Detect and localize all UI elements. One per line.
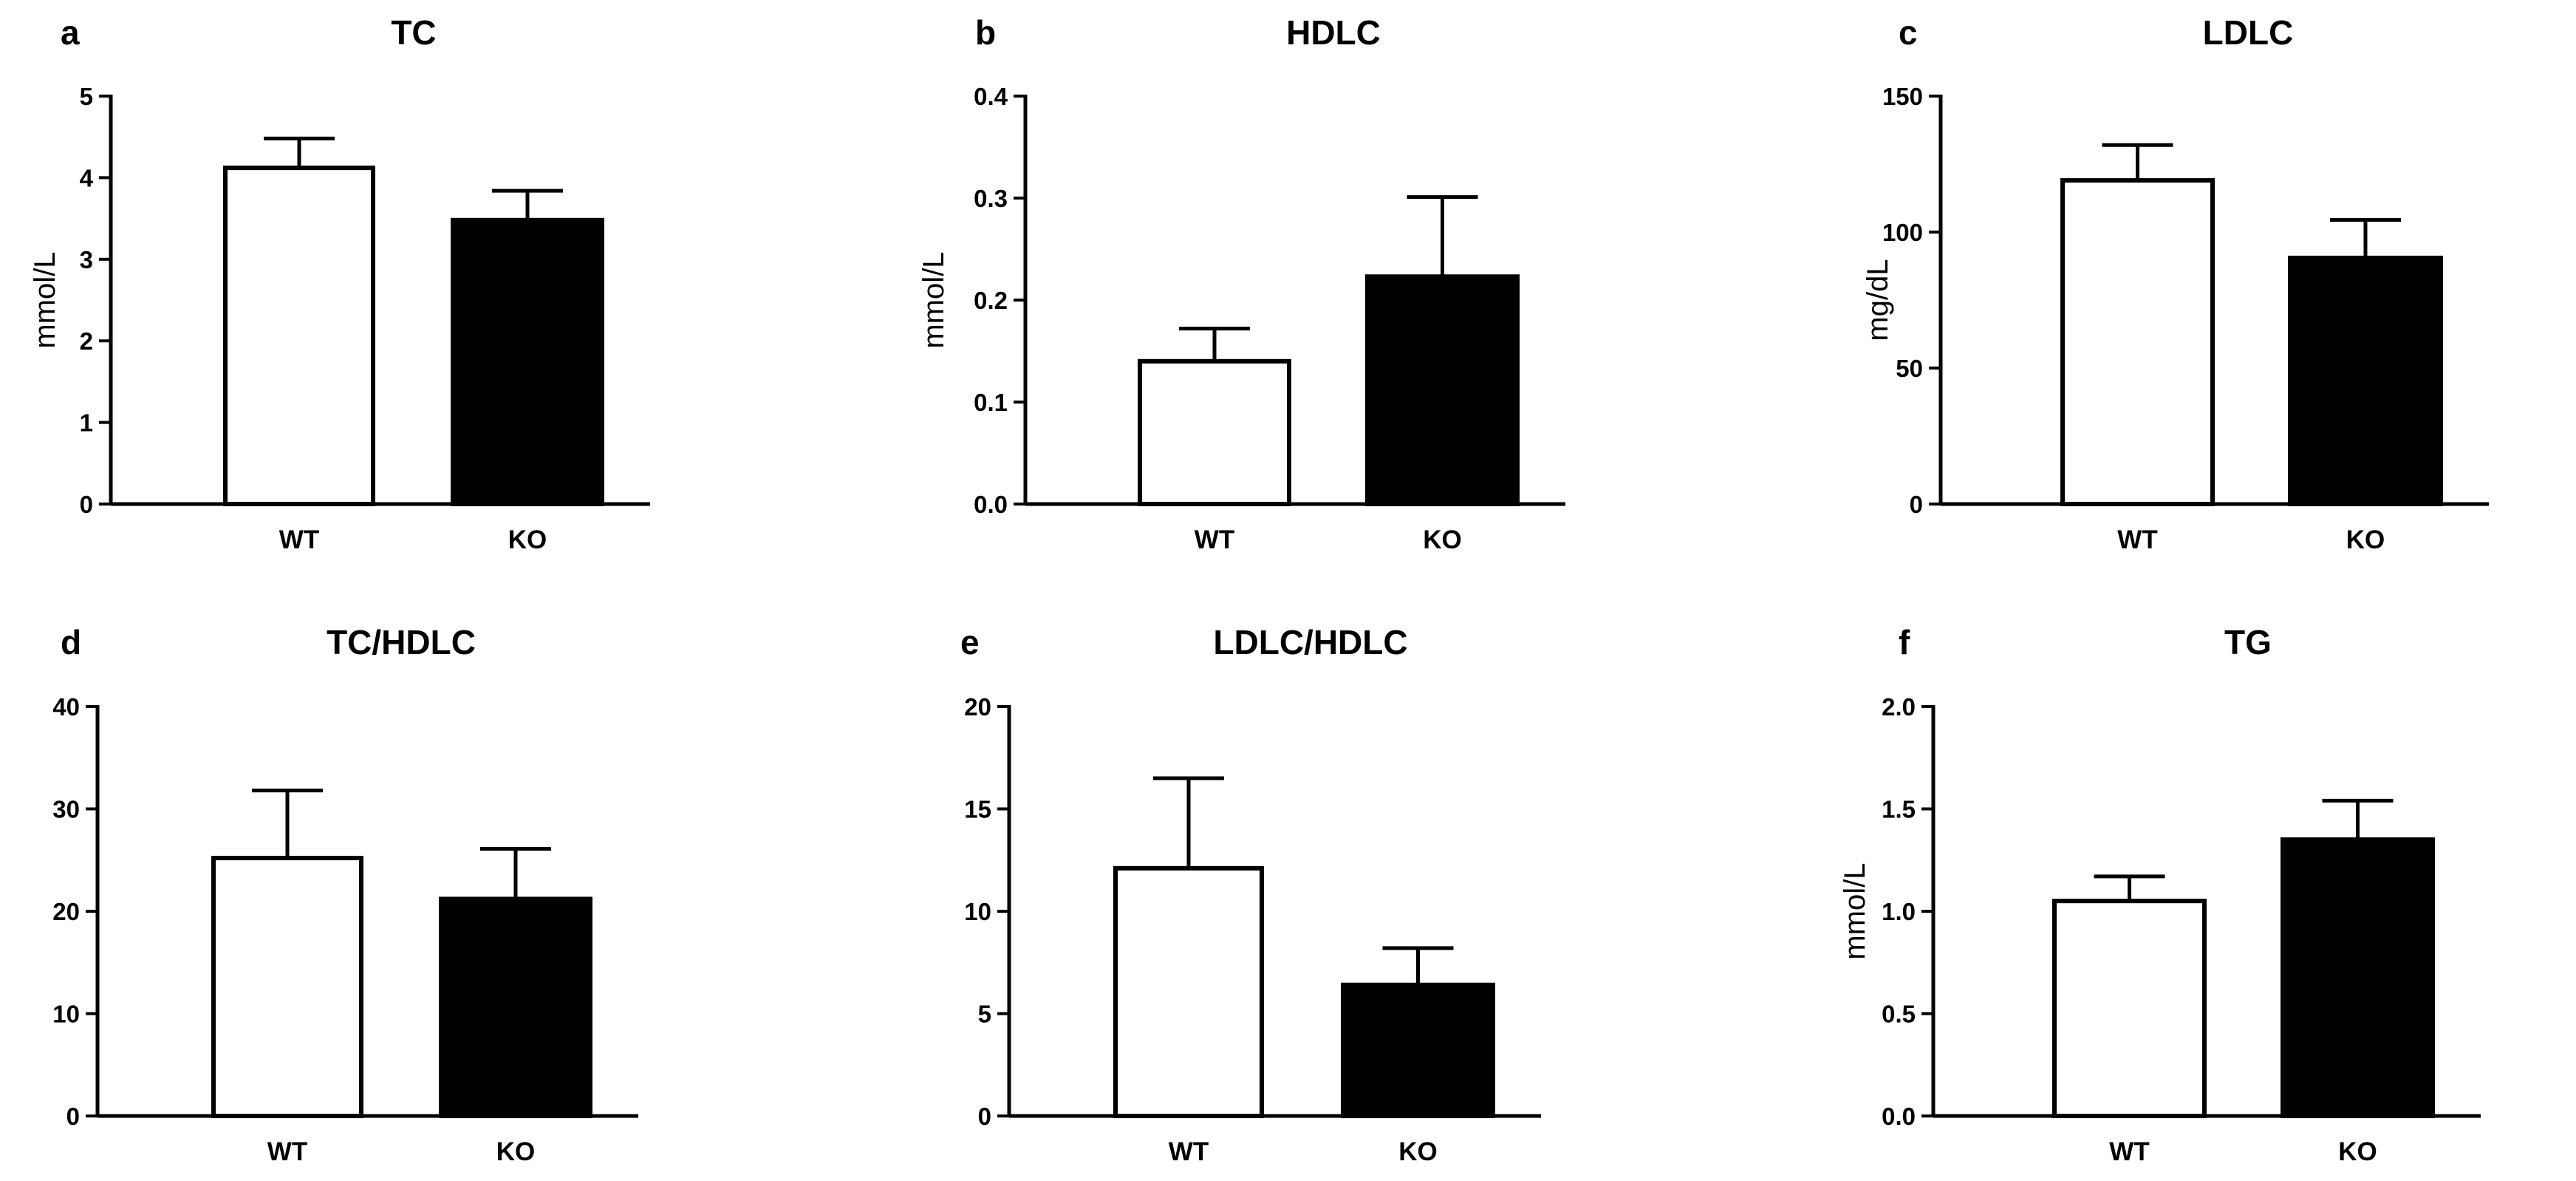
- panel-c-y-tick-label-3: 150: [1882, 83, 1923, 110]
- panel-b-bar-wt: [1138, 358, 1291, 506]
- panel-c-title: LDLC: [2203, 13, 2294, 52]
- panel-e-bar-wt: [1113, 865, 1264, 1118]
- panel-c-category-ko: KO: [2346, 525, 2385, 554]
- panel-e-y-tick-label-2: 10: [964, 898, 991, 925]
- panel-d-bar-wt: [211, 855, 363, 1118]
- panel-d-y-tick-label-3: 30: [52, 796, 80, 823]
- panel-e-category-wt: WT: [1169, 1137, 1209, 1166]
- panel-b-y-tick-label-2: 0.2: [974, 287, 1008, 314]
- panel-a-y-tick-label-5: 5: [80, 83, 93, 110]
- panel-b-bar-ko: [1365, 274, 1520, 506]
- panel-e-letter: e: [960, 623, 980, 661]
- panel-f-bar-ko: [2281, 837, 2435, 1119]
- panel-a-y-label: mmol/L: [29, 251, 61, 348]
- panel-b-y-tick-label-1: 0.1: [974, 389, 1008, 416]
- panel-f-title: TG: [2224, 623, 2272, 661]
- panel-d-y-tick-label-2: 20: [52, 898, 80, 925]
- panel-a-letter: a: [61, 13, 80, 52]
- panel-a-bar-ko: [451, 217, 604, 506]
- panel-a-y-tick-label-3: 3: [80, 246, 93, 273]
- panel-c-category-wt: WT: [2117, 525, 2157, 554]
- panel-d-y-tick-label-4: 40: [52, 693, 80, 721]
- panel-c-y-tick-label-0: 0: [1910, 491, 1923, 518]
- panel-b-y-tick-label-3: 0.3: [974, 185, 1008, 212]
- panel-f-category-ko: KO: [2338, 1137, 2377, 1166]
- panel-b-category-ko: KO: [1423, 525, 1462, 554]
- panel-e-category-ko: KO: [1398, 1137, 1438, 1166]
- panel-e-y-tick-label-4: 20: [964, 693, 991, 721]
- panel-f-y-label: mmol/L: [1839, 862, 1871, 959]
- panel-e-y-tick-label-1: 5: [978, 1001, 991, 1028]
- panel-b-title: HDLC: [1286, 13, 1381, 52]
- panel-f-y-tick-label-3: 1.5: [1882, 796, 1916, 823]
- panel-c-y-tick-label-2: 100: [1882, 219, 1923, 246]
- panel-d-y-tick-label-0: 0: [66, 1103, 80, 1130]
- panel-f-y-tick-label-0: 0.0: [1882, 1103, 1916, 1130]
- panel-f-bar-wt: [2052, 899, 2207, 1119]
- panel-c-bar-ko: [2288, 255, 2443, 506]
- panel-f-category-wt: WT: [2109, 1137, 2149, 1166]
- panel-b-category-wt: WT: [1195, 525, 1234, 554]
- panel-d-category-ko: KO: [496, 1137, 536, 1166]
- panel-a-y-tick-label-0: 0: [80, 491, 93, 518]
- panel-e-title: LDLC/HDLC: [1213, 623, 1407, 661]
- panel-d-category-wt: WT: [267, 1137, 307, 1166]
- panel-b-y-label: mmol/L: [918, 251, 950, 348]
- panel-e-y-tick-label-3: 15: [964, 796, 991, 823]
- panel-d-title: TC/HDLC: [327, 623, 476, 661]
- panel-f-letter: f: [1899, 623, 1910, 661]
- panel-b-letter: b: [975, 13, 996, 52]
- panel-b-y-tick-label-0: 0.0: [974, 491, 1008, 518]
- panel-c-bar-wt: [2060, 178, 2215, 507]
- panel-d-bar-ko: [439, 896, 592, 1118]
- panel-e-y-tick-label-0: 0: [978, 1103, 991, 1130]
- panel-a-y-tick-label-2: 2: [80, 327, 93, 355]
- panel-c-y-tick-label-1: 50: [1896, 355, 1923, 382]
- panel-a-y-tick-label-1: 1: [80, 409, 93, 437]
- panel-b-y-tick-label-4: 0.4: [974, 83, 1008, 110]
- panel-a-category-wt: WT: [279, 525, 319, 554]
- panel-d-y-tick-label-1: 10: [52, 1001, 80, 1028]
- panel-a-bar-wt: [223, 166, 375, 506]
- panel-f-y-tick-label-2: 1.0: [1882, 898, 1916, 925]
- panel-f-y-tick-label-4: 2.0: [1882, 693, 1916, 721]
- panel-c-letter: c: [1899, 13, 1918, 52]
- panel-a-title: TC: [391, 13, 436, 52]
- panel-c-y-label: mg/dL: [1862, 259, 1894, 341]
- panel-d-letter: d: [61, 623, 81, 661]
- panel-f-y-tick-label-1: 0.5: [1882, 1001, 1916, 1028]
- panel-e-bar-ko: [1341, 982, 1495, 1118]
- panel-a-y-tick-label-4: 4: [80, 164, 94, 191]
- panel-a-category-ko: KO: [508, 525, 547, 554]
